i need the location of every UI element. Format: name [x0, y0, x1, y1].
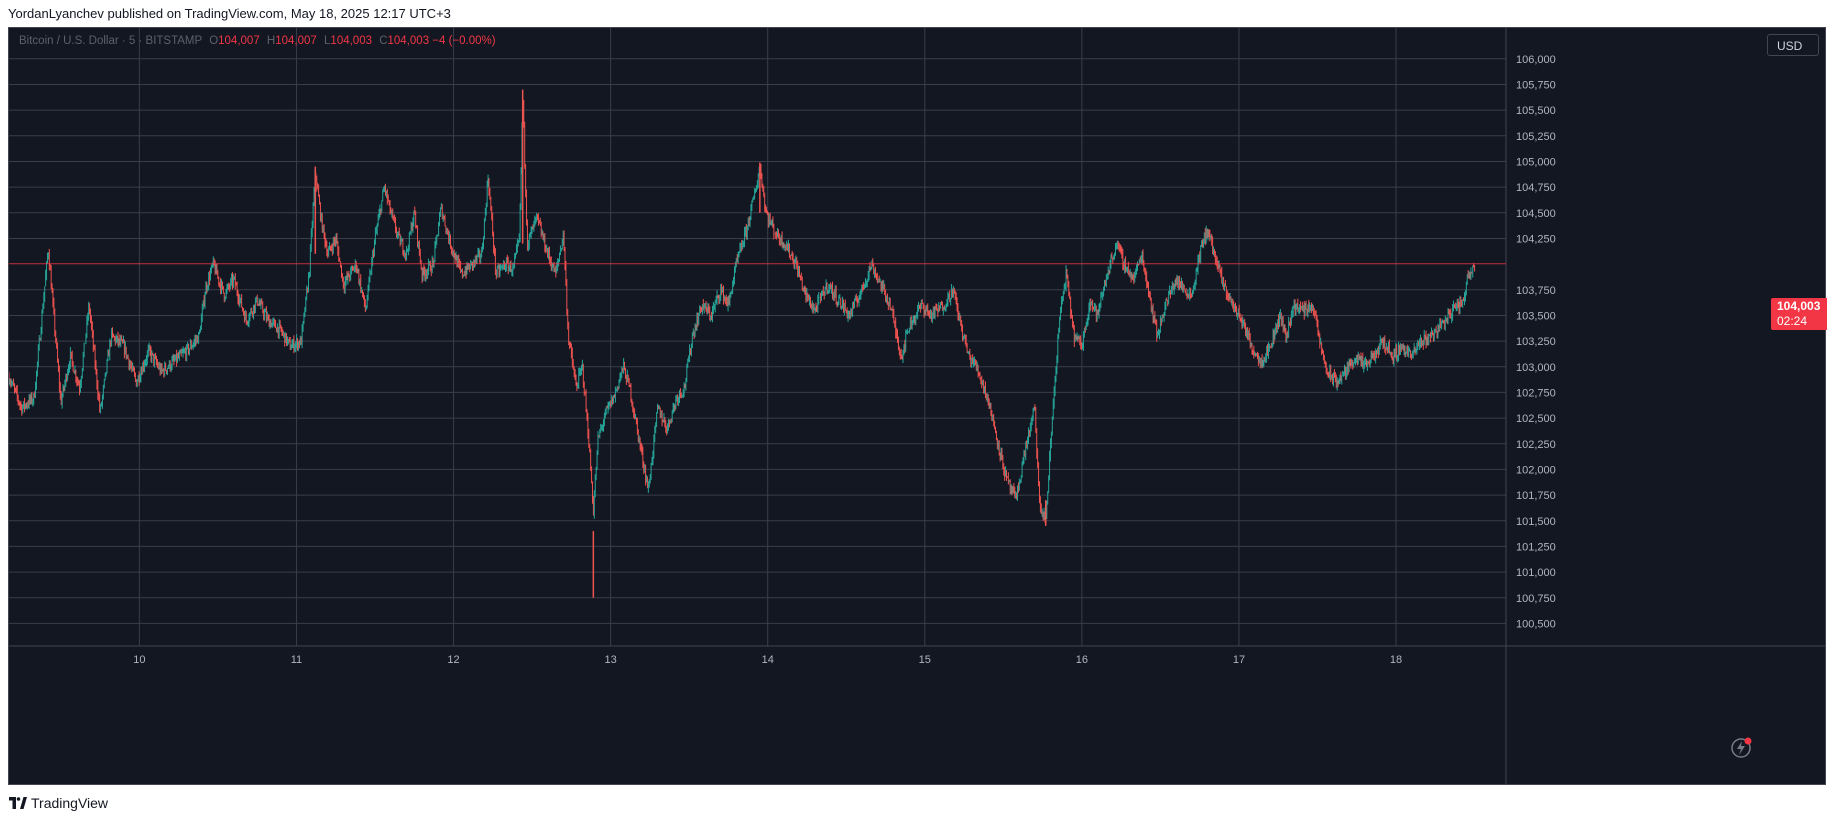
x-tick-label: 14: [762, 654, 774, 666]
low-value: 104,003: [330, 35, 372, 47]
y-tick-label: 101,250: [1516, 541, 1556, 553]
bar-countdown: 02:24: [1777, 314, 1808, 328]
close-key: C: [379, 35, 388, 47]
y-tick-label: 105,750: [1516, 79, 1556, 91]
last-price-value: 104,003: [1777, 299, 1821, 313]
y-tick-label: 101,500: [1516, 516, 1556, 528]
open-key: O: [209, 35, 219, 47]
x-tick-label: 16: [1076, 654, 1088, 666]
y-tick-label: 105,250: [1516, 131, 1556, 143]
close-value: 104,003: [387, 35, 430, 47]
y-tick-label: 103,000: [1516, 362, 1556, 374]
y-tick-label: 100,750: [1516, 593, 1556, 605]
y-tick-label: 101,750: [1516, 490, 1556, 502]
x-tick-label: 18: [1390, 654, 1402, 666]
high-key: H: [266, 35, 276, 47]
footer-brand: TradingView: [31, 795, 109, 811]
symbol-title: Bitcoin / U.S. Dollar · 5 · BITSTAMP: [19, 35, 202, 47]
footer: TradingView: [9, 795, 108, 811]
y-tick-label: 102,000: [1516, 464, 1556, 476]
chart-panel[interactable]: 106,000 105,750 105,500 105,250 105,000 104,7…: [8, 27, 1827, 785]
y-tick-label: 102,750: [1516, 387, 1556, 399]
y-tick-label: 106,000: [1516, 54, 1556, 66]
y-tick-label: 104,250: [1516, 233, 1556, 245]
y-tick-label: 105,000: [1516, 156, 1556, 168]
lightning-bolt-icon[interactable]: [1727, 734, 1755, 762]
chart-legend: Bitcoin / U.S. Dollar · 5 · BITSTAMP O10…: [19, 35, 496, 47]
last-price-tag: 104,003 02:24: [1771, 298, 1827, 330]
y-tick-label: 102,250: [1516, 439, 1556, 451]
y-tick-label: 101,000: [1516, 567, 1556, 579]
y-tick-label: 100,500: [1516, 618, 1556, 630]
open-value: 104,007: [218, 35, 260, 47]
y-tick-label: 102,500: [1516, 413, 1556, 425]
currency-button[interactable]: USD: [1767, 34, 1819, 56]
x-tick-label: 11: [291, 654, 302, 666]
y-tick-label: 104,500: [1516, 208, 1556, 220]
publish-header: YordanLyanchev published on TradingView.…: [8, 6, 451, 21]
x-tick-label: 15: [919, 654, 931, 666]
low-key: L: [324, 35, 331, 47]
x-tick-label: 12: [447, 654, 459, 666]
y-tick-label: 103,750: [1516, 285, 1556, 297]
y-tick-label: 104,750: [1516, 182, 1556, 194]
high-value: 104,007: [275, 35, 317, 47]
x-tick-label: 13: [605, 654, 617, 666]
tradingview-logo-icon: [9, 797, 27, 809]
change-value: −4 (−0.00%): [432, 35, 496, 47]
x-tick-label: 17: [1233, 654, 1245, 666]
y-tick-label: 103,500: [1516, 310, 1556, 322]
x-tick-label: 10: [133, 654, 145, 666]
y-tick-label: 105,500: [1516, 105, 1556, 117]
price-chart[interactable]: 106,000 105,750 105,500 105,250 105,000 104,7…: [9, 28, 1825, 784]
y-tick-label: 103,250: [1516, 336, 1556, 348]
